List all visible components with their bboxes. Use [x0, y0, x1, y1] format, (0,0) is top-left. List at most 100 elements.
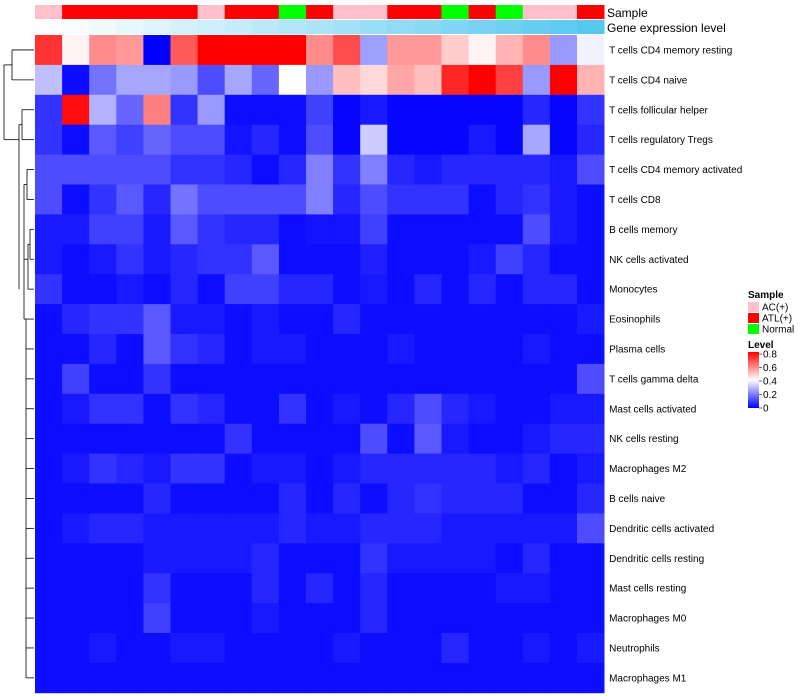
heatmap-cell: [35, 124, 63, 155]
heatmap-cell: [360, 274, 388, 305]
heatmap-cell: [549, 662, 578, 694]
heatmap-cell: [414, 214, 442, 245]
heatmap-cell: [278, 214, 307, 245]
heatmap-cell: [333, 543, 361, 574]
heatmap-cell: [170, 244, 198, 275]
heatmap-cell: [116, 154, 144, 185]
heatmap-cell: [495, 363, 524, 395]
heatmap-cell: [197, 393, 226, 425]
heatmap-cell: [333, 453, 361, 484]
heatmap-cell: [89, 423, 117, 454]
heatmap-cell: [414, 124, 442, 155]
heatmap-cell: [62, 633, 90, 664]
heatmap-cell: [224, 94, 253, 126]
heatmap-cell: [143, 244, 171, 275]
heatmap-cell: [387, 423, 415, 454]
heatmap-cell: [522, 304, 551, 335]
heatmap-cell: [333, 423, 361, 454]
heatmap-cell: [387, 64, 415, 96]
heatmap-cell: [62, 603, 90, 634]
heatmap-cell: [360, 543, 388, 574]
gene-expression-annotation-cell: [414, 20, 442, 34]
heatmap-cell: [306, 124, 334, 155]
heatmap-cell: [577, 603, 605, 634]
heatmap-cell: [333, 304, 361, 335]
heatmap-cell: [35, 304, 63, 335]
heatmap-cell: [224, 483, 253, 514]
heatmap-cell: [89, 603, 117, 634]
heatmap-cell: [522, 603, 551, 634]
heatmap-cell: [360, 483, 388, 514]
heatmap-cell: [197, 483, 226, 514]
heatmap-cell: [414, 154, 442, 185]
heatmap-cell: [522, 274, 551, 305]
heatmap-cell: [170, 124, 198, 155]
heatmap-cell: [251, 304, 280, 335]
heatmap-cell: [306, 363, 334, 395]
heatmap-cell: [414, 64, 442, 96]
heatmap-cell: [306, 64, 334, 96]
heatmap-cell: [360, 94, 388, 126]
heatmap-cell: [89, 334, 117, 365]
heatmap-cell: [549, 64, 578, 96]
heatmap-cell: [441, 154, 469, 185]
heatmap-cell: [170, 483, 198, 514]
gene-expression-annotation-cell: [89, 20, 117, 34]
heatmap-cell: [549, 274, 578, 305]
heatmap-cell: [278, 35, 307, 66]
heatmap-cell: [278, 543, 307, 574]
heatmap-cell: [35, 573, 63, 604]
heatmap-cell: [35, 154, 63, 185]
heatmap-cell: [170, 35, 198, 66]
heatmap-cell: [143, 274, 171, 305]
heatmap-cell: [549, 393, 578, 425]
heatmap-cell: [35, 94, 63, 126]
heatmap-cells: [35, 35, 605, 694]
gene-expression-annotation-cell: [143, 20, 171, 34]
heatmap-cell: [306, 543, 334, 574]
heatmap-cell: [306, 662, 334, 694]
heatmap-cell: [306, 35, 334, 66]
heatmap-cell: [89, 94, 117, 126]
heatmap-cell: [468, 64, 497, 96]
heatmap-cell: [495, 154, 524, 185]
heatmap-cell: [197, 214, 226, 245]
heatmap-cell: [577, 662, 605, 694]
heatmap-cell: [143, 363, 171, 395]
heatmap-cell: [333, 483, 361, 514]
heatmap-cell: [116, 94, 144, 126]
heatmap-cell: [387, 35, 415, 66]
heatmap-cell: [360, 363, 388, 395]
heatmap-cell: [278, 124, 307, 155]
heatmap-cell: [224, 543, 253, 574]
heatmap-cell: [387, 244, 415, 275]
heatmap-cell: [522, 154, 551, 185]
gene-expression-annotation-cell: [35, 20, 63, 34]
heatmap-cell: [197, 603, 226, 634]
heatmap-cell: [197, 423, 226, 454]
heatmap-cell: [549, 184, 578, 215]
heatmap-cell: [197, 543, 226, 574]
heatmap-cell: [35, 244, 63, 275]
heatmap-cell: [414, 483, 442, 514]
heatmap-cell: [441, 662, 469, 694]
heatmap-cell: [468, 124, 497, 155]
heatmap-cell: [387, 483, 415, 514]
heatmap-cell: [468, 244, 497, 275]
heatmap-cell: [441, 633, 469, 664]
heatmap-cell: [62, 363, 90, 395]
sample-annotation-cell: [522, 5, 551, 19]
heatmap-cell: [143, 423, 171, 454]
heatmap-cell: [251, 274, 280, 305]
heatmap-cell: [387, 393, 415, 425]
sample-annotation-cell: [143, 5, 171, 19]
heatmap-cell: [143, 214, 171, 245]
heatmap-cell: [251, 334, 280, 365]
heatmap-cell: [143, 35, 171, 66]
heatmap-cell: [360, 393, 388, 425]
row-label: Plasma cells: [609, 344, 665, 355]
heatmap-cell: [89, 543, 117, 574]
row-label: Neutrophils: [609, 643, 660, 654]
heatmap-cell: [278, 64, 307, 96]
